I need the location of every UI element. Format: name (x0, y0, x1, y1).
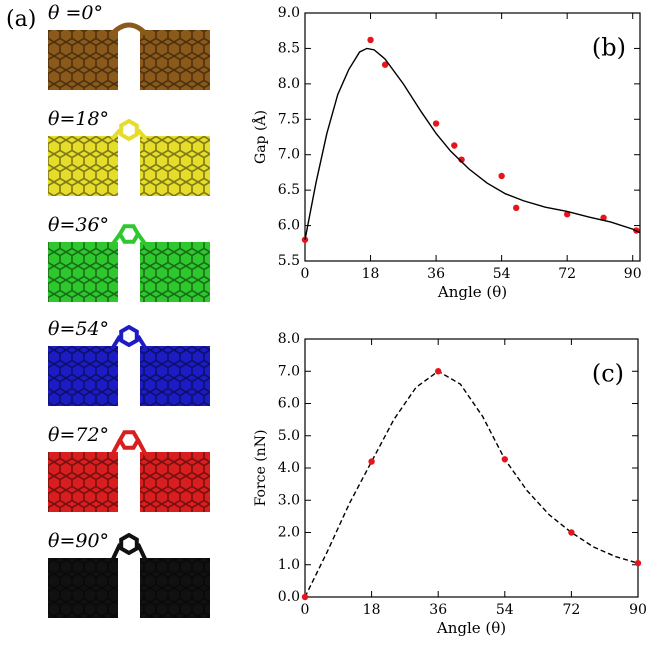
fit-line (305, 48, 640, 239)
x-tick-label: 54 (496, 602, 514, 618)
data-point (367, 37, 373, 43)
lattice (48, 30, 118, 90)
bridge-ring (120, 432, 138, 448)
data-point (433, 120, 439, 126)
data-point (498, 173, 504, 179)
structure-label: θ=90° (48, 530, 109, 552)
data-point (368, 458, 374, 464)
y-tick-label: 0.0 (278, 589, 300, 605)
data-point (302, 594, 308, 600)
lattice (140, 136, 210, 196)
lattice (140, 346, 210, 406)
lattice (140, 30, 210, 90)
y-tick-label: 7.0 (278, 363, 300, 379)
y-tick-label: 7.5 (278, 111, 300, 127)
y-tick-label: 7.0 (278, 147, 300, 163)
bridge-ring (120, 226, 138, 242)
structure-label: θ=54° (48, 318, 109, 340)
y-tick-label: 8.0 (278, 76, 300, 92)
y-tick-label: 8.5 (278, 40, 300, 56)
y-tick-label: 1.0 (278, 557, 300, 573)
data-point (513, 205, 519, 211)
bridge-ring (121, 327, 137, 345)
x-tick-label: 36 (429, 602, 447, 618)
x-tick-label: 0 (301, 266, 310, 282)
panel-label: (a) (6, 7, 36, 32)
y-axis-label: Force (nN) (253, 430, 269, 507)
y-tick-label: 6.0 (278, 396, 300, 412)
plot-frame (305, 13, 640, 261)
structure-label: θ=18° (48, 108, 109, 130)
structure-label: θ =0° (48, 2, 103, 24)
fit-line (305, 371, 638, 597)
y-axis-label: Gap (Å) (251, 110, 269, 164)
x-tick-label: 0 (301, 602, 310, 618)
x-tick-label: 90 (629, 602, 647, 618)
data-point (451, 142, 457, 148)
lattice (48, 346, 118, 406)
bridge-ring (121, 121, 137, 139)
y-tick-label: 9.0 (278, 5, 300, 21)
y-tick-label: 4.0 (278, 460, 300, 476)
x-tick-label: 18 (362, 266, 380, 282)
lattice (140, 452, 210, 512)
x-tick-label: 54 (493, 266, 511, 282)
x-tick-label: 36 (427, 266, 445, 282)
y-tick-label: 6.0 (278, 218, 300, 234)
data-point (502, 456, 508, 462)
figure: (a) θ =0° θ=18° θ=36° θ=54° θ=72° θ=90° 0 18 36 5… (0, 0, 651, 649)
x-axis-label: Angle (θ) (436, 619, 506, 637)
x-tick-label: 72 (558, 266, 576, 282)
panel-annotation: (c) (592, 360, 624, 388)
y-tick-label: 2.0 (278, 525, 300, 541)
lattice (48, 452, 118, 512)
y-tick-label: 8.0 (278, 331, 300, 347)
plot-frame (305, 339, 638, 597)
x-tick-label: 18 (363, 602, 381, 618)
lattice (48, 136, 118, 196)
y-tick-label: 5.5 (278, 253, 300, 269)
lattice (140, 242, 210, 302)
x-axis-label: Angle (θ) (437, 283, 507, 301)
x-tick-label: 90 (624, 266, 642, 282)
data-point (568, 529, 574, 535)
data-point (635, 560, 641, 566)
lattice (48, 558, 118, 618)
y-tick-label: 6.5 (278, 182, 300, 198)
panel-annotation: (b) (592, 34, 626, 62)
y-tick-label: 5.0 (278, 428, 300, 444)
lattice (48, 242, 118, 302)
structure-label: θ=72° (48, 424, 109, 446)
structure-label: θ=36° (48, 214, 109, 236)
lattice (140, 558, 210, 618)
data-point (435, 368, 441, 374)
page: (a) θ =0° θ=18° θ=36° θ=54° θ=72° θ=90° 0 18 36 5… (0, 0, 651, 653)
y-tick-label: 3.0 (278, 492, 300, 508)
bridge-ring (121, 535, 137, 553)
x-tick-label: 72 (562, 602, 580, 618)
